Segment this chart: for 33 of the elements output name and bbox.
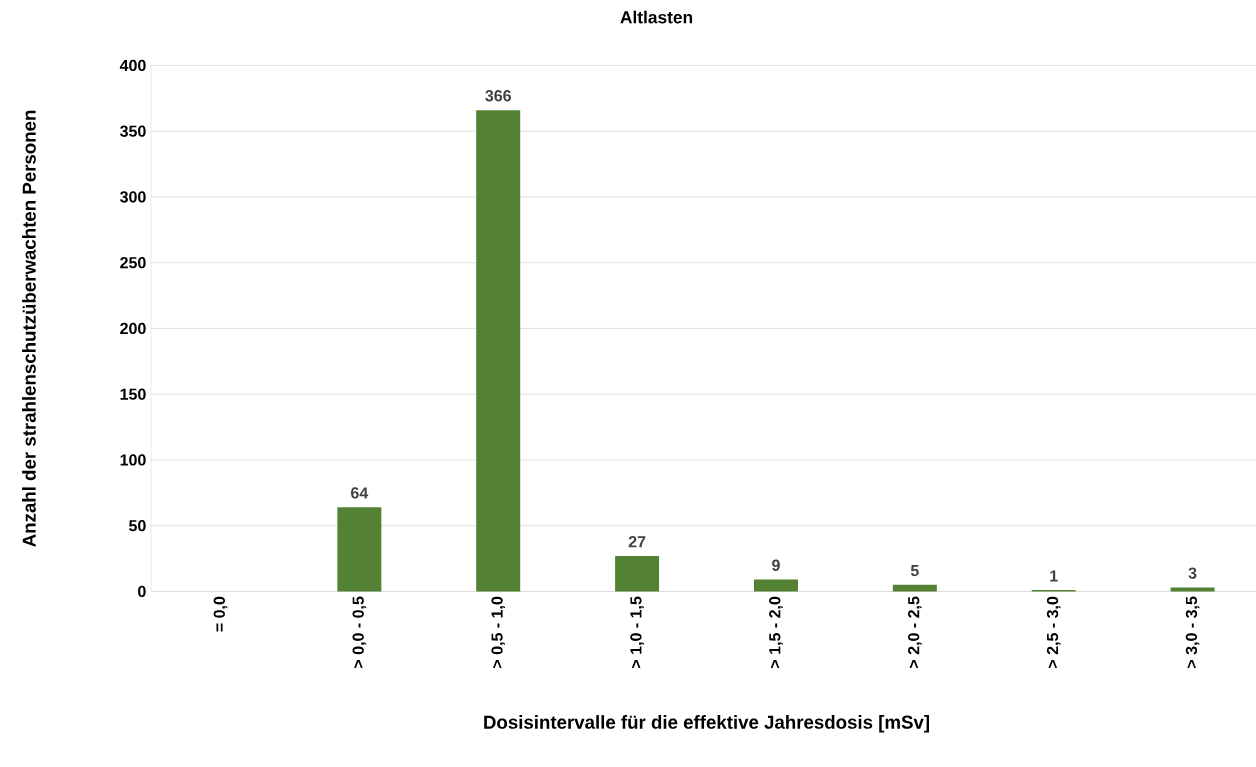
data-label: 3	[1188, 567, 1197, 579]
bar	[892, 584, 937, 592]
bar	[476, 110, 521, 592]
y-tick-label: 400	[119, 59, 146, 72]
x-tick-label: > 3,0 - 3,5	[1185, 596, 1200, 668]
x-tick-label: > 0,5 - 1,0	[491, 596, 506, 668]
x-tick-label: > 1,5 - 2,0	[769, 596, 783, 668]
y-tick-label: 300	[120, 191, 146, 203]
bar	[753, 579, 798, 592]
y-tick-label: 200	[120, 322, 146, 335]
x-tick-label: > 1,0 - 1,5	[630, 596, 644, 668]
data-label: 64	[351, 487, 369, 499]
data-label: 5	[910, 565, 919, 577]
x-tick-label: > 2,0 - 2,5	[908, 596, 922, 668]
x-tick-label: > 0,0 - 0,5	[352, 596, 367, 668]
y-tick-label: 0	[138, 585, 146, 598]
x-tick-label: = 0,0	[213, 596, 228, 632]
y-tick-label: 100	[120, 454, 146, 466]
data-label: 366	[485, 90, 511, 102]
data-label: 1	[1050, 570, 1058, 582]
x-tick-label: > 2,5 - 3,0	[1046, 596, 1061, 668]
y-tick-label: 150	[120, 388, 146, 400]
y-tick-label: 50	[129, 520, 146, 532]
bar	[615, 555, 660, 592]
bar	[337, 507, 382, 592]
chart-title: Altlasten	[620, 10, 693, 24]
data-label: 27	[628, 536, 646, 548]
x-axis-title: Dosisintervalle für die effektive Jahresdosis [mSv]	[484, 715, 929, 733]
bar	[1170, 587, 1215, 592]
y-tick-label: 250	[120, 257, 146, 269]
data-label: 9	[772, 559, 780, 571]
y-axis-title: Anzahl der strahlenschutzüberwachten Personen	[22, 110, 36, 547]
y-tick-label: 350	[120, 125, 146, 137]
